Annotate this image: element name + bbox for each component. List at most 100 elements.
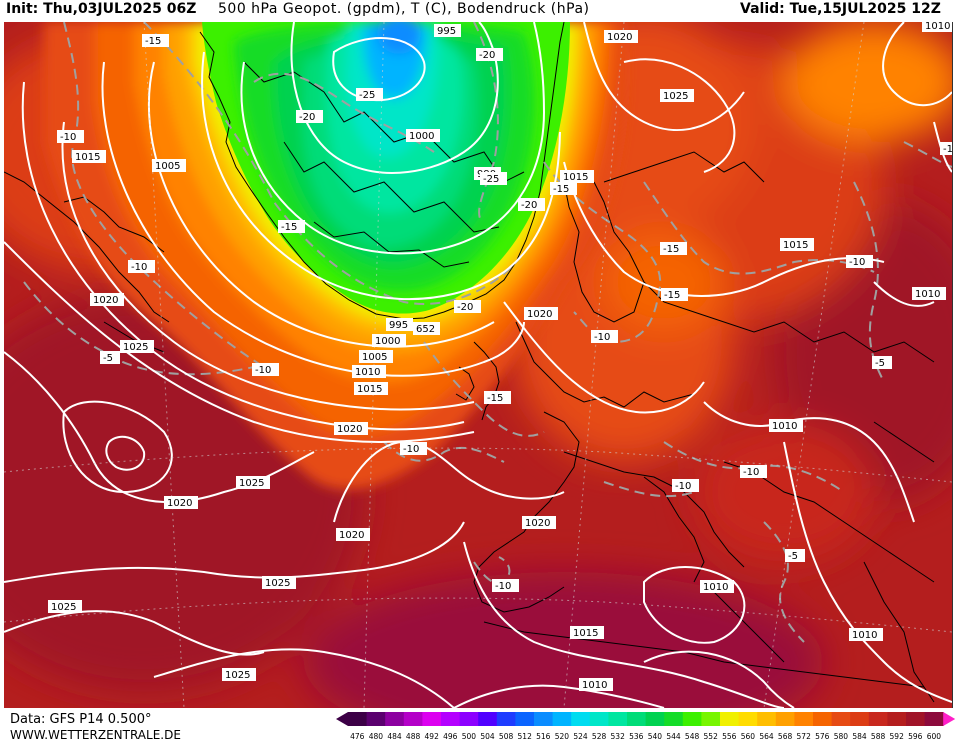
legend-value: 544 [666, 732, 681, 741]
geopotential-field [4, 22, 952, 708]
temp-label-text: -20 [521, 200, 537, 211]
isobar-label: 1025 [222, 668, 256, 681]
legend-value: 532 [611, 732, 626, 741]
coastlines [4, 22, 935, 703]
temp-label-box [846, 255, 873, 268]
legend-swatch [589, 712, 609, 726]
legend-value: 500 [462, 732, 477, 741]
legend-value: 492 [425, 732, 440, 741]
legend-swatch [608, 712, 628, 726]
legend-value: 564 [759, 732, 774, 741]
temp-label-box [142, 34, 169, 47]
temp-label-text: -15 [664, 290, 680, 301]
legend-swatch [534, 712, 554, 726]
isobar-label-text: 1025 [123, 342, 148, 353]
isobar-label-text: 1010 [703, 582, 728, 593]
temp-label-box [400, 442, 427, 455]
legend-value: 524 [573, 732, 588, 741]
isobar-label-text: 1015 [357, 384, 382, 395]
isobar-label: 1010 [352, 365, 386, 378]
temp-label-box [128, 260, 155, 273]
temp-label: -15 [278, 220, 305, 233]
temp-label-text: -15 [487, 393, 503, 404]
temp-label-text: -20 [479, 50, 495, 61]
legend-swatch [887, 712, 907, 726]
temp-label-text: -25 [483, 174, 499, 185]
temp-label-text: -10 [131, 262, 147, 273]
legend-value: 596 [908, 732, 923, 741]
temp-label-text: -5 [788, 551, 798, 562]
legend-swatch [924, 712, 944, 726]
isobar-label-text: 1015 [783, 240, 808, 251]
temp-label: -15 [940, 142, 952, 155]
map-title: 500 hPa Geopot. (gpdm), T (C), Bodendruc… [218, 1, 590, 17]
temp-label-box [100, 351, 120, 364]
isobar-label-text: 1025 [265, 578, 290, 589]
header-bar: Init: Thu,03JUL2025 06Z 500 hPa Geopot. … [0, 0, 959, 22]
isobar-label-box [359, 350, 393, 363]
temp-label: -10 [128, 260, 155, 273]
isobar-label-box [524, 307, 558, 320]
legend-swatch [738, 712, 758, 726]
legend-swatch [441, 712, 461, 726]
isobar-label: 995 [434, 24, 461, 37]
isobar-label-text: 1020 [167, 498, 192, 509]
temp-label-text: -10 [403, 444, 419, 455]
isobar-label: 1025 [236, 476, 270, 489]
temp-label: -15 [660, 242, 687, 255]
isobar-label: 1020 [336, 528, 370, 541]
temp-label: -25 [480, 172, 507, 185]
legend-swatch [627, 712, 647, 726]
legend-value: 560 [741, 732, 756, 741]
legend-value: 516 [536, 732, 551, 741]
temp-label: -10 [846, 255, 873, 268]
isobar-label: 1005 [152, 159, 186, 172]
isobar-label: 1000 [372, 334, 406, 347]
temp-label: -15 [661, 288, 688, 301]
isobar-label-box [354, 382, 388, 395]
legend-value: 504 [480, 732, 495, 741]
legend-value: 512 [518, 732, 533, 741]
isobar-label-text: 1020 [527, 309, 552, 320]
weather-map: 9951000990101510051020102510151015102010… [4, 22, 953, 708]
temp-label-text: -15 [553, 184, 569, 195]
isobar-label: 1005 [359, 350, 393, 363]
temp-label: -5 [872, 356, 892, 369]
temp-label-box [518, 198, 545, 211]
temp-label: -20 [518, 198, 545, 211]
legend-swatch [813, 712, 833, 726]
legend-swatch [682, 712, 702, 726]
isobar-label-text: 1010 [925, 22, 950, 32]
legend-value: 572 [797, 732, 812, 741]
legend-swatch [459, 712, 479, 726]
isobar-label: 1025 [48, 600, 82, 613]
legend-value: 584 [852, 732, 867, 741]
legend-value: 484 [387, 732, 402, 741]
legend-value: 536 [629, 732, 644, 741]
temp-label: -20 [476, 48, 503, 61]
isobar-label-box [560, 170, 594, 183]
legend-swatch [868, 712, 888, 726]
isobar-label-box [413, 322, 440, 335]
isobar-label-box [336, 528, 370, 541]
legend-low-arrow [336, 712, 348, 726]
legend-value: 520 [555, 732, 570, 741]
isobar-label: 1020 [604, 30, 638, 43]
isobar-label-box [912, 287, 946, 300]
temp-label-text: -10 [60, 132, 76, 143]
legend-swatch [348, 712, 368, 726]
legend-swatch [664, 712, 684, 726]
isobar-label: 1010 [700, 580, 734, 593]
isobar-label-box [780, 238, 814, 251]
temp-label-text: -15 [663, 244, 679, 255]
isobar-label-text: 1010 [355, 367, 380, 378]
isobar-label: 1025 [660, 89, 694, 102]
temp-label: -15 [142, 34, 169, 47]
isobar-label-text: 1020 [525, 518, 550, 529]
isobar-label-box [570, 626, 604, 639]
temp-label-box [872, 356, 892, 369]
temp-label: -25 [356, 88, 383, 101]
isobar-label: 1020 [334, 422, 368, 435]
temp-label-text: -10 [255, 365, 271, 376]
temp-label-box [484, 391, 511, 404]
